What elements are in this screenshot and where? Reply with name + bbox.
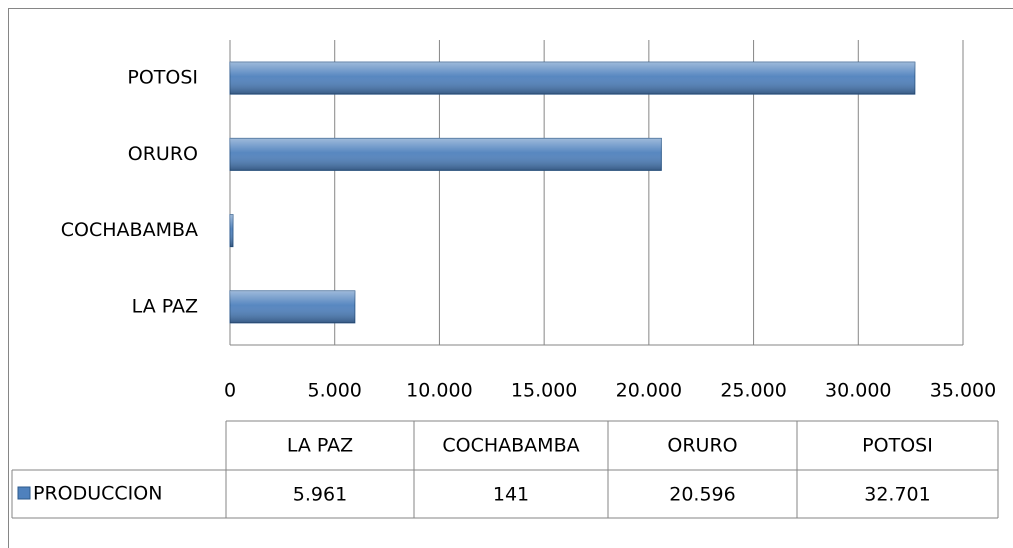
y-tick-label: ORURO <box>128 143 198 165</box>
bar <box>229 61 916 95</box>
y-tick-label: LA PAZ <box>132 295 198 317</box>
x-tick-label: 15.000 <box>511 380 577 402</box>
x-tick-label: 30.000 <box>825 380 891 402</box>
chart-frame <box>8 8 1013 548</box>
table-header: LA PAZ <box>287 435 353 457</box>
table-header: COCHABAMBA <box>442 435 579 457</box>
bar <box>229 137 662 171</box>
legend-swatch <box>17 486 31 500</box>
bar <box>229 290 356 324</box>
table-header: ORURO <box>667 435 737 457</box>
table-value: 32.701 <box>864 484 930 506</box>
table-value: 5.961 <box>293 484 347 506</box>
x-tick-label: 5.000 <box>308 380 362 402</box>
y-tick-label: POTOSI <box>127 67 198 89</box>
legend-label: PRODUCCION <box>33 483 162 505</box>
y-tick-label: COCHABAMBA <box>61 219 198 241</box>
x-tick-label: 35.000 <box>930 380 996 402</box>
table-value: 20.596 <box>669 484 735 506</box>
x-tick-label: 25.000 <box>720 380 786 402</box>
x-tick-label: 10.000 <box>406 380 472 402</box>
x-tick-label: 20.000 <box>616 380 682 402</box>
table-header: POTOSI <box>862 435 933 457</box>
table-value: 141 <box>493 484 529 506</box>
bar <box>229 214 234 248</box>
x-tick-label: 0 <box>224 380 236 402</box>
